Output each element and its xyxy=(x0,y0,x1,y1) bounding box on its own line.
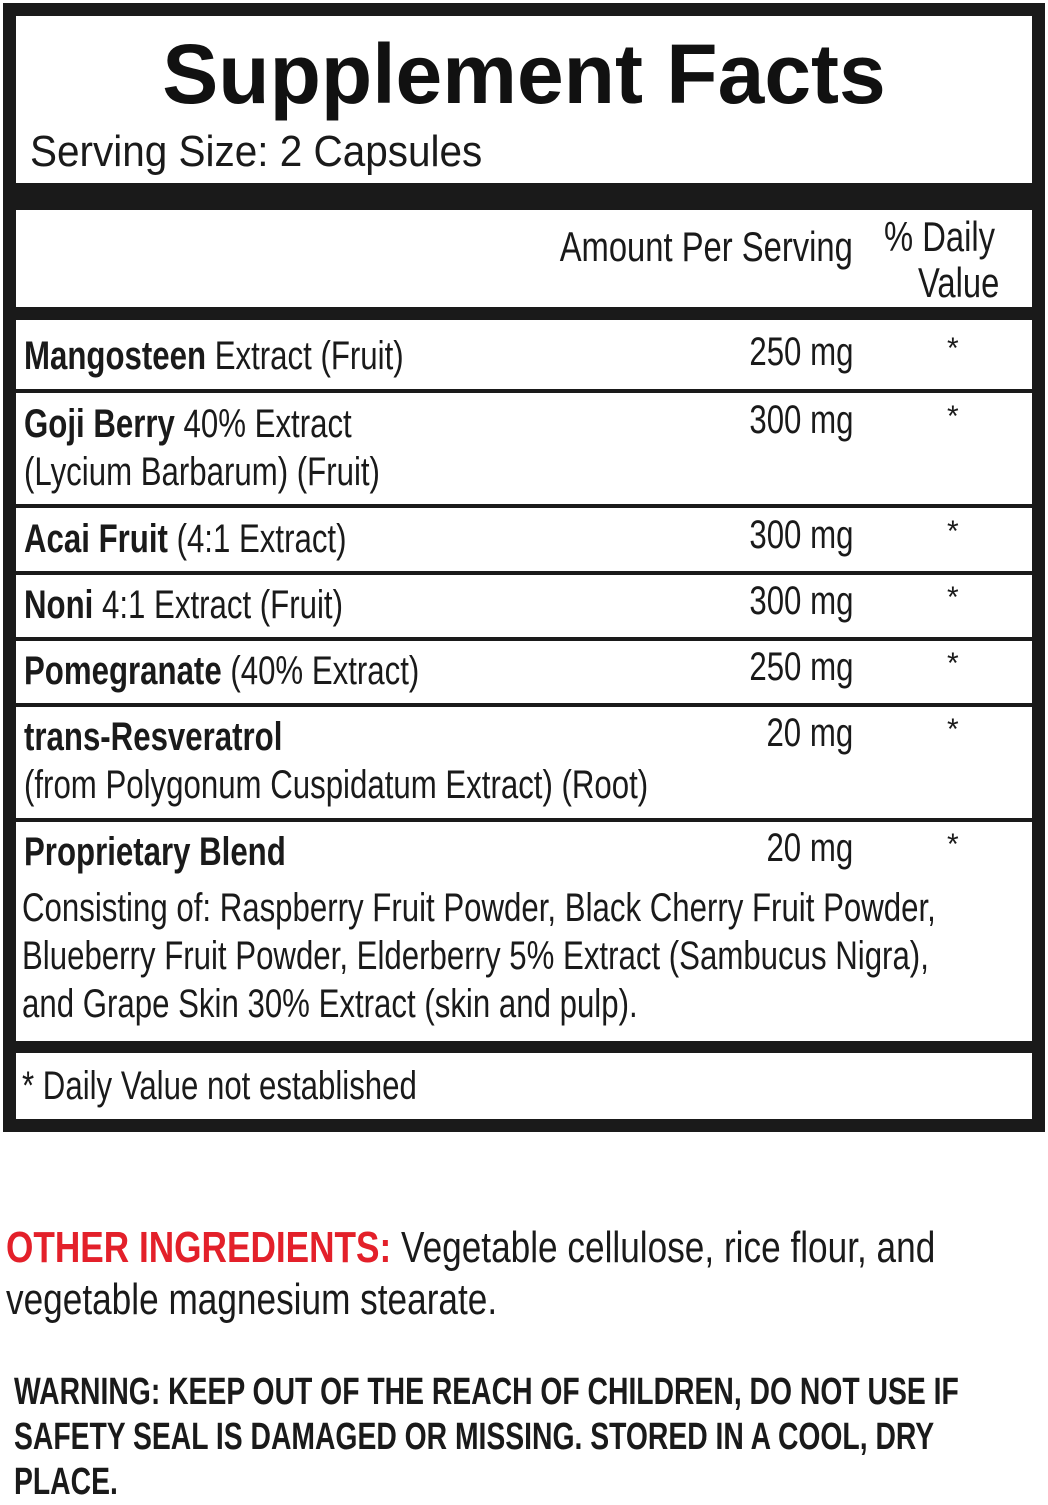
ingredient-detail: 4:1 Extract (Fruit) xyxy=(93,583,343,627)
blend-line: and Grape Skin 30% Extract (skin and pul… xyxy=(22,982,638,1026)
other-ingredients-text: Vegetable cellulose, rice flour, and xyxy=(391,1223,936,1272)
ingredient-name: Acai Fruit xyxy=(24,517,168,561)
serving-size-text: Serving Size: 2 Capsules xyxy=(30,127,483,176)
ingredient-amount: 300 mg xyxy=(748,513,853,557)
row-divider xyxy=(3,389,1045,393)
serving-size: Serving Size: 2 Capsules xyxy=(30,126,522,178)
ingredient-name: Goji Berry xyxy=(24,402,175,446)
amount-header-text: Amount Per Serving xyxy=(559,223,853,270)
other-ingredients: OTHER INGREDIENTS: Vegetable cellulose, … xyxy=(6,1222,1048,1326)
row-divider xyxy=(3,504,1045,508)
warning: WARNING: KEEP OUT OF THE REACH OF CHILDR… xyxy=(14,1370,1048,1505)
dv-header: % Daily Value xyxy=(884,214,1026,306)
border-top xyxy=(3,3,1045,16)
warning-line: SAFETY SEAL IS DAMAGED OR MISSING. STORE… xyxy=(14,1416,935,1458)
ingredient-detail-line2: (from Polygonum Cuspidatum Extract) (Roo… xyxy=(24,763,649,807)
ingredient-amount: 250 mg xyxy=(748,330,853,374)
ingredient-detail-line2: (Lycium Barbarum) (Fruit) xyxy=(24,450,380,494)
blend-line: Consisting of: Raspberry Fruit Powder, B… xyxy=(22,886,936,930)
ingredient-name: Proprietary Blend xyxy=(24,830,286,874)
ingredient-amount: 300 mg xyxy=(748,398,853,442)
other-ingredients-text-line2: vegetable magnesium stearate. xyxy=(6,1275,498,1324)
ingredient-detail: (40% Extract) xyxy=(221,649,420,693)
dv-header-line2: Value xyxy=(918,259,1000,306)
dv-header-line1: % Daily xyxy=(884,213,996,260)
ingredient-amount: 250 mg xyxy=(748,645,853,689)
other-ingredients-label: OTHER INGREDIENTS: xyxy=(6,1223,392,1272)
ingredient-detail: 40% Extract xyxy=(174,402,352,446)
border-right xyxy=(1032,3,1045,1132)
ingredient-amount: 20 mg xyxy=(766,711,853,755)
daily-value: * xyxy=(947,515,959,548)
header-divider xyxy=(3,307,1045,320)
ingredient-detail: (4:1 Extract) xyxy=(167,517,347,561)
ingredient-name: trans-Resveratrol xyxy=(24,715,283,759)
footnote-divider xyxy=(3,1041,1045,1053)
ingredient-name: Noni xyxy=(24,583,94,627)
warning-line: WARNING: KEEP OUT OF THE REACH OF CHILDR… xyxy=(14,1371,959,1413)
daily-value: * xyxy=(947,332,959,365)
row-divider xyxy=(3,637,1045,641)
daily-value: * xyxy=(947,400,959,433)
thick-divider xyxy=(3,183,1045,210)
ingredient-amount: 300 mg xyxy=(748,579,853,623)
panel-title: Supplement Facts xyxy=(162,27,886,121)
row-divider xyxy=(3,571,1045,575)
daily-value: * xyxy=(947,713,959,746)
daily-value: * xyxy=(947,828,959,861)
footnote: * Daily Value not established xyxy=(22,1064,417,1108)
ingredient-name: Pomegranate xyxy=(24,649,222,693)
row-divider xyxy=(3,818,1045,822)
daily-value: * xyxy=(947,581,959,614)
amount-header: Amount Per Serving xyxy=(477,222,853,272)
border-bottom xyxy=(3,1119,1045,1132)
warning-line: PLACE. xyxy=(14,1461,118,1503)
daily-value: * xyxy=(947,647,959,680)
blend-line: Blueberry Fruit Powder, Elderberry 5% Ex… xyxy=(22,934,929,978)
ingredient-name: Mangosteen xyxy=(24,334,207,378)
ingredient-detail: Extract (Fruit) xyxy=(206,334,404,378)
border-left xyxy=(3,3,16,1132)
ingredient-amount: 20 mg xyxy=(766,826,853,870)
row-divider xyxy=(3,703,1045,707)
